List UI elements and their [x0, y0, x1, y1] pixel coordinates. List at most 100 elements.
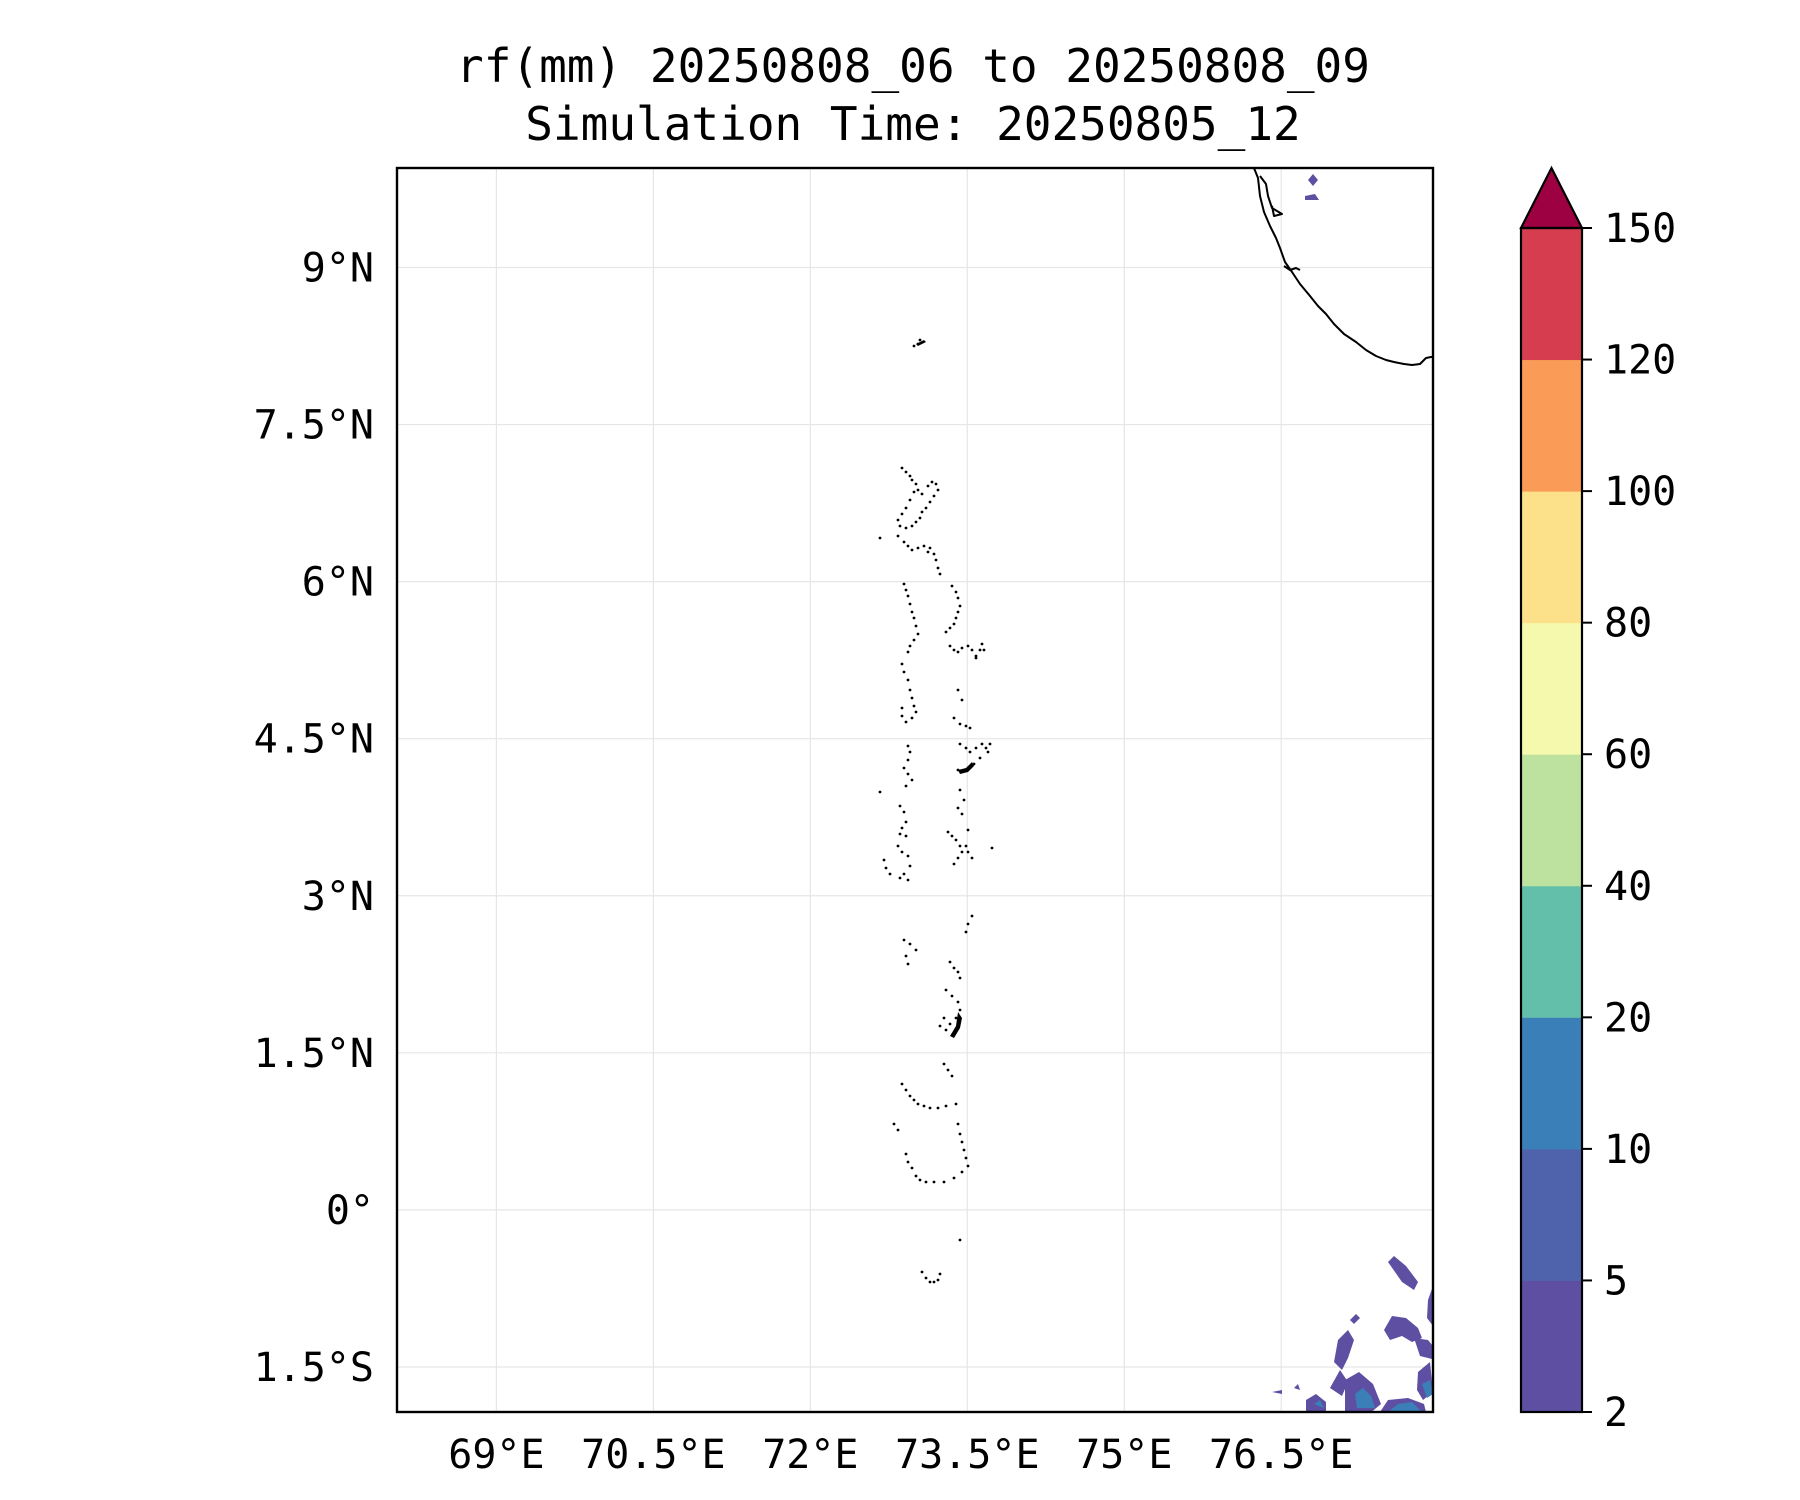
lat-tick-label: 7.5°N	[254, 403, 374, 449]
rain-cell	[1305, 194, 1319, 200]
rain-cell	[1350, 1314, 1360, 1324]
atoll-dot	[968, 726, 972, 730]
atoll-dot	[910, 778, 914, 782]
atoll-dot	[966, 1164, 970, 1168]
atoll-dot	[952, 1176, 956, 1180]
colorbar-frame	[1519, 226, 1584, 1414]
atoll-dot	[878, 536, 882, 540]
atoll-dot	[980, 642, 984, 646]
atoll-dot	[910, 610, 914, 614]
colorbar-tick-label: 120	[1604, 338, 1676, 384]
atoll-dot	[986, 750, 990, 754]
atoll-dot	[958, 722, 962, 726]
atoll-dot	[932, 1280, 936, 1284]
colorbar-tick-label: 20	[1604, 995, 1652, 1041]
atoll-dot	[952, 648, 956, 652]
atoll-dot	[914, 520, 918, 524]
atoll-dot	[966, 922, 970, 926]
atoll-dot	[908, 644, 912, 648]
atoll-dot	[938, 1272, 942, 1276]
rain-cell	[1294, 1384, 1300, 1390]
atoll-dot	[878, 790, 882, 794]
atoll-dot	[904, 720, 908, 724]
lon-tick-label: 75°E	[1076, 1432, 1172, 1478]
colorbar-segment	[1521, 622, 1582, 755]
atoll-dot	[954, 838, 958, 842]
atoll-dot	[960, 1170, 964, 1174]
atoll-dot	[978, 756, 982, 760]
chart-subtitle: Simulation Time: 20250805_12	[525, 97, 1300, 151]
atoll-dot	[936, 1278, 940, 1282]
atoll-dot	[934, 558, 938, 562]
island-shape	[958, 762, 974, 774]
atoll-dot	[952, 622, 956, 626]
atoll-dot	[918, 1178, 922, 1182]
atoll-dot	[912, 344, 916, 348]
latitude-tick-labels: 9°N 7.5°N 6°N 4.5°N 3°N 1.5°N 0° 1.5°S	[254, 245, 374, 1390]
atoll-dot	[964, 724, 968, 728]
atoll-dot	[906, 594, 910, 598]
atoll-dot	[904, 1088, 908, 1092]
atoll-dot	[952, 716, 956, 720]
maldives-atolls	[878, 338, 994, 1284]
atoll-dot	[964, 746, 968, 750]
atoll-dot	[924, 1276, 928, 1280]
atoll-dot	[906, 678, 910, 682]
atoll-dot	[918, 516, 922, 520]
atoll-dot	[906, 758, 910, 762]
atoll-dot	[914, 624, 918, 628]
atoll-dot	[904, 954, 908, 958]
atoll-dot	[920, 1270, 924, 1274]
atoll-dot	[904, 470, 908, 474]
atoll-dot	[912, 1098, 916, 1102]
lon-tick-label: 73.5°E	[895, 1432, 1040, 1478]
atoll-dot	[954, 590, 958, 594]
atoll-dot	[946, 830, 950, 834]
colorbar-segment	[1521, 1148, 1582, 1281]
atoll-dot	[910, 548, 914, 552]
atoll-dot	[900, 466, 904, 470]
atoll-dot	[904, 526, 908, 530]
atoll-dot	[904, 1152, 908, 1156]
atoll-dot	[896, 1128, 900, 1132]
atoll-dot	[928, 546, 932, 550]
atoll-dot	[960, 850, 964, 854]
atoll-dot	[958, 742, 962, 746]
atoll-dot	[956, 856, 960, 860]
atoll-dot	[912, 490, 916, 494]
atoll-dot	[902, 582, 906, 586]
atoll-dot	[962, 798, 966, 802]
lat-tick-label: 3°N	[302, 874, 374, 920]
atoll-dot	[954, 1016, 958, 1020]
atoll-dot	[906, 650, 910, 654]
atoll-dot	[966, 644, 970, 648]
atoll-dot	[884, 866, 888, 870]
atoll-dot	[984, 746, 988, 750]
atoll-dot	[960, 1140, 964, 1144]
atoll-dot	[900, 706, 904, 710]
atoll-dot	[936, 488, 940, 492]
atoll-dot	[906, 962, 910, 966]
atoll-dot	[928, 500, 932, 504]
lon-tick-label: 76.5°E	[1209, 1432, 1354, 1478]
atoll-dot	[922, 1104, 926, 1108]
atoll-dot	[928, 1106, 932, 1110]
atoll-dot	[902, 872, 906, 876]
atoll-dot	[944, 1104, 948, 1108]
atoll-dot	[982, 648, 986, 652]
atoll-dot	[908, 474, 912, 478]
atoll-dot	[910, 716, 914, 720]
atoll-dot	[902, 938, 906, 942]
atoll-dot	[904, 834, 908, 838]
rain-cell-heavy	[1388, 1402, 1422, 1412]
rain-cell	[1334, 1330, 1354, 1370]
atoll-dot	[898, 524, 902, 528]
colorbar-tick-label: 40	[1604, 864, 1652, 910]
atoll-dot	[906, 744, 910, 748]
rain-cell	[1330, 1370, 1348, 1396]
lon-tick-label: 69°E	[448, 1432, 544, 1478]
atoll-dot	[900, 714, 904, 718]
atoll-dot	[964, 1156, 968, 1160]
atoll-dot	[898, 832, 902, 836]
